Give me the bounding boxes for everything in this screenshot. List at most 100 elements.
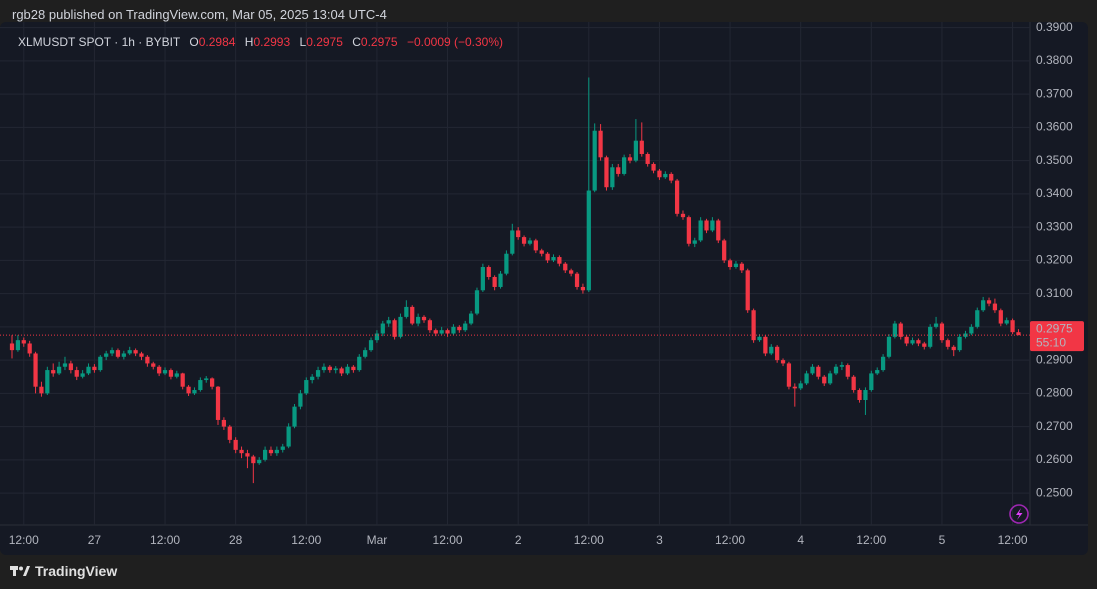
candle-body <box>304 380 309 394</box>
candle-body <box>398 316 403 337</box>
ohlc-label: H <box>244 35 254 49</box>
candle-body <box>33 353 38 387</box>
candle-body <box>51 370 56 374</box>
x-tick-label: 12:00 <box>574 533 604 547</box>
candle-body <box>933 323 939 327</box>
candle-body <box>439 330 444 334</box>
candle-body <box>468 313 474 324</box>
candle-body <box>1010 320 1015 333</box>
candle-body <box>569 270 574 274</box>
candle-body <box>480 267 485 291</box>
candle-body <box>892 323 897 337</box>
candle-body <box>133 350 138 354</box>
candle-body <box>56 366 62 374</box>
y-tick-label: 0.2700 <box>1036 419 1073 433</box>
candle-body <box>492 276 497 287</box>
candle-body <box>310 376 315 381</box>
candle-body <box>804 373 809 384</box>
candle-body <box>463 323 468 331</box>
candle-body <box>580 286 586 291</box>
y-tick-label: 0.3900 <box>1036 20 1073 34</box>
candle-body <box>598 130 603 158</box>
candle-body <box>221 419 227 427</box>
candle-body <box>780 360 786 364</box>
candle-body <box>839 365 845 367</box>
grid <box>0 22 1030 525</box>
candle-body <box>386 320 391 324</box>
x-tick-label: 12:00 <box>9 533 39 547</box>
candle-body <box>15 340 21 351</box>
candle-body <box>757 336 762 341</box>
price-tag <box>1030 321 1084 352</box>
candle-body <box>39 386 44 394</box>
candle-body <box>539 250 544 254</box>
candle-body <box>280 446 285 450</box>
candle-body <box>880 356 886 371</box>
candle-body <box>557 257 562 264</box>
candle-body <box>692 240 697 244</box>
candle-body <box>321 366 327 371</box>
candle-body <box>9 343 15 351</box>
candle-body <box>239 449 244 454</box>
candle-body <box>775 346 780 361</box>
candle-body <box>727 260 733 268</box>
candle-body <box>204 378 209 381</box>
x-tick-label: 12:00 <box>856 533 886 547</box>
y-tick-label: 0.3500 <box>1036 153 1073 167</box>
candle-body <box>486 267 491 277</box>
candle-body <box>798 383 803 389</box>
candle-body <box>810 366 815 374</box>
candle-body <box>21 340 26 344</box>
candle-body <box>333 368 338 371</box>
y-tick-label: 0.3300 <box>1036 219 1073 233</box>
candle-body <box>739 263 744 271</box>
candles <box>0 77 1030 484</box>
ohlc-label: O <box>189 35 199 49</box>
candle-body <box>845 365 850 377</box>
candle-body <box>516 230 521 238</box>
footer: TradingView <box>10 563 117 579</box>
candle-body <box>416 316 421 324</box>
candle-body <box>645 153 650 164</box>
candle-body <box>368 340 374 351</box>
candle-body <box>327 366 332 371</box>
x-tick-label: 27 <box>88 533 102 547</box>
candle-body <box>722 240 727 261</box>
candle-body <box>851 376 856 391</box>
candle-body <box>792 386 797 389</box>
candle-body <box>981 300 986 311</box>
candle-body <box>886 336 892 357</box>
candle-body <box>786 363 792 387</box>
candle-body <box>633 140 639 161</box>
candle-body <box>992 303 998 311</box>
candle-body <box>751 310 756 341</box>
candle-body <box>904 336 909 344</box>
candle-body <box>604 157 609 188</box>
candle-body <box>857 390 862 400</box>
y-tick-label: 0.3700 <box>1036 86 1073 100</box>
candle-body <box>674 180 680 214</box>
candle-body <box>698 220 703 241</box>
x-tick-label: 3 <box>656 533 663 547</box>
ohlc-value: 0.2975 <box>360 35 398 49</box>
candle-body <box>869 373 874 391</box>
candle-body <box>745 270 750 311</box>
candle-body <box>80 373 85 377</box>
candle-body <box>233 439 238 450</box>
candle-body <box>421 316 427 321</box>
candle-body <box>1016 332 1021 336</box>
candle-body <box>922 343 927 347</box>
y-tick-label: 0.3600 <box>1036 120 1073 134</box>
candle-body <box>345 366 350 374</box>
ohlc-value: 0.2984 <box>198 35 236 49</box>
candle-body <box>616 167 621 174</box>
candle-body <box>474 290 480 314</box>
candle-body <box>427 320 433 331</box>
candle-body <box>951 346 956 351</box>
candle-body <box>445 330 450 334</box>
candle-body <box>533 240 538 251</box>
y-tick-label: 0.3400 <box>1036 186 1073 200</box>
candle-body <box>498 273 503 287</box>
price-tag-value: 0.2975 <box>1036 321 1073 335</box>
alert-icon[interactable] <box>1009 504 1029 524</box>
